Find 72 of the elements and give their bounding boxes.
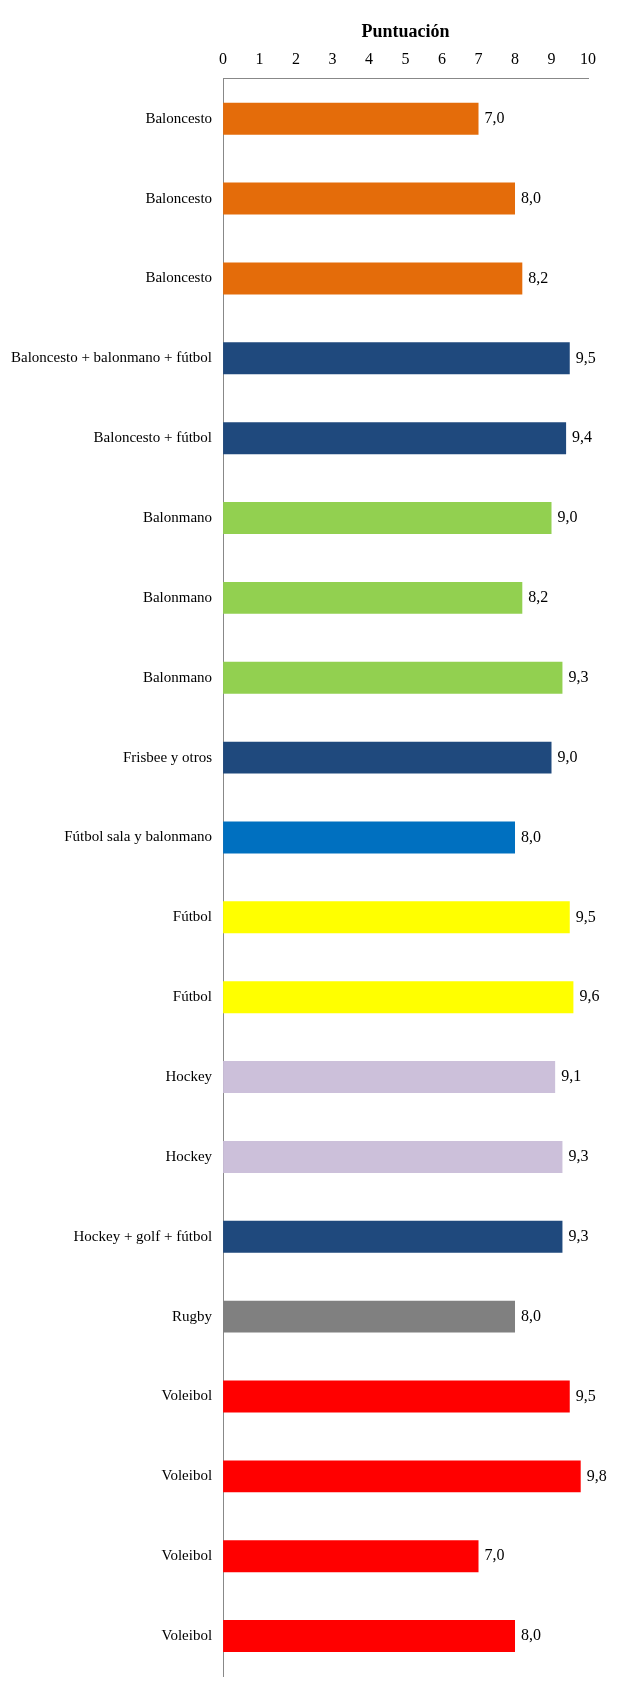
y-tick-label: Voleibol — [161, 1467, 213, 1484]
bar — [223, 1620, 516, 1653]
x-tick-label: 6 — [438, 50, 447, 68]
bar — [223, 1380, 570, 1413]
y-tick-label: Baloncesto + balonmano + fútbol — [10, 349, 213, 366]
bar — [223, 102, 479, 135]
y-tick-label: Baloncesto + fútbol — [93, 429, 213, 446]
y-tick-label: Fútbol sala y balonmano — [64, 828, 213, 845]
bar — [223, 502, 552, 534]
y-tick-label: Hockey — [165, 1147, 213, 1164]
bar — [223, 581, 523, 614]
y-tick-label: Fútbol — [172, 988, 213, 1005]
y-tick-label: Balonmano — [142, 588, 213, 605]
y-tick-label: Balonmano — [142, 668, 213, 685]
data-label: 9,3 — [568, 1147, 589, 1165]
data-label: 8,2 — [528, 588, 549, 606]
data-label: 9,3 — [568, 667, 589, 685]
bar — [223, 1300, 516, 1333]
data-label: 9,3 — [568, 1226, 589, 1244]
bar — [223, 1140, 563, 1173]
bar — [223, 1061, 556, 1094]
x-tick-label: 9 — [547, 50, 556, 68]
x-tick-label: 7 — [474, 50, 483, 68]
y-tick-label: Balonmano — [142, 508, 213, 525]
bar — [223, 262, 523, 295]
bar — [223, 821, 516, 854]
data-label: 9,1 — [561, 1067, 582, 1085]
bar — [223, 1460, 581, 1493]
data-label: 9,0 — [557, 747, 578, 765]
data-label: 8,0 — [521, 188, 542, 206]
data-label: 8,0 — [521, 1306, 542, 1324]
x-tick-label: 8 — [511, 50, 520, 68]
y-tick-label: Hockey — [165, 1067, 213, 1084]
data-label: 9,0 — [557, 508, 578, 526]
x-tick-label: 10 — [580, 50, 596, 68]
x-tick-label: 0 — [219, 50, 228, 68]
x-tick-label: 3 — [328, 50, 337, 68]
y-tick-label: Hockey + golf + fútbol — [73, 1227, 213, 1244]
data-label: 7,0 — [484, 108, 505, 126]
x-tick-label: 4 — [365, 50, 374, 68]
bar — [223, 342, 570, 375]
bar — [223, 182, 516, 215]
bar — [223, 661, 563, 694]
data-label: 9,8 — [586, 1466, 607, 1484]
bar — [223, 422, 567, 455]
y-tick-label: Fútbol — [172, 908, 213, 925]
y-tick-label: Rugby — [172, 1307, 213, 1324]
bar — [223, 901, 570, 934]
y-tick-label: Baloncesto — [145, 109, 213, 126]
data-label: 7,0 — [484, 1546, 505, 1564]
data-label: 8,0 — [521, 827, 542, 845]
data-label: 9,4 — [572, 428, 593, 446]
x-tick-label: 2 — [292, 50, 301, 68]
x-tick-label: 1 — [255, 50, 264, 68]
bar — [223, 741, 552, 774]
x-tick-label: 5 — [401, 50, 410, 68]
bar — [223, 1220, 563, 1253]
y-tick-label: Frisbee y otros — [122, 748, 213, 765]
bar — [223, 1540, 479, 1573]
data-label: 8,2 — [528, 268, 549, 286]
data-label: 9,5 — [575, 1386, 596, 1404]
data-label: 9,6 — [579, 987, 600, 1005]
bar — [223, 981, 574, 1014]
x-axis-title: Puntuación — [361, 21, 450, 42]
data-label: 8,0 — [521, 1626, 542, 1644]
data-label: 9,5 — [575, 348, 596, 366]
y-tick-label: Baloncesto — [145, 269, 213, 286]
y-tick-label: Voleibol — [161, 1547, 213, 1564]
y-tick-label: Baloncesto — [145, 189, 213, 206]
data-label: 9,5 — [575, 907, 596, 925]
y-tick-label: Voleibol — [161, 1627, 213, 1644]
y-tick-label: Voleibol — [161, 1387, 213, 1404]
